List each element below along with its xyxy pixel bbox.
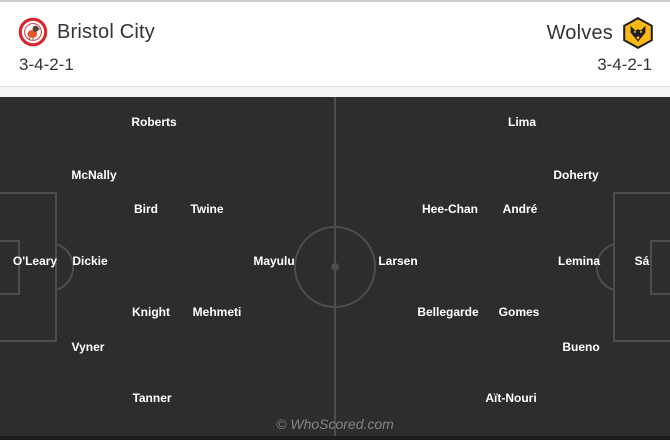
player-label-away[interactable]: André xyxy=(502,202,538,216)
player-label-home[interactable]: Vyner xyxy=(71,340,105,354)
player-label-away[interactable]: Sá xyxy=(634,254,650,268)
player-label-away[interactable]: Lima xyxy=(507,115,537,129)
formation-pitch: Roberts McNally Bird Twine O'Leary Dickie Mayu… xyxy=(0,97,670,440)
right-penalty-box xyxy=(613,192,670,342)
wolves-crest-icon xyxy=(623,17,653,49)
left-penalty-box xyxy=(0,192,57,342)
player-label-home[interactable]: Roberts xyxy=(131,115,177,129)
player-label-away[interactable]: Gomes xyxy=(498,305,540,319)
right-six-yard-box xyxy=(650,240,670,295)
home-team: Bristol City xyxy=(18,17,155,47)
center-circle xyxy=(294,226,376,308)
player-label-home[interactable]: Mayulu xyxy=(253,254,295,268)
header-pitch-divider xyxy=(0,86,670,97)
pitch-bottom-edge xyxy=(0,436,670,440)
home-team-name: Bristol City xyxy=(57,20,155,43)
bristol-city-crest-icon xyxy=(18,17,48,47)
player-label-home[interactable]: Bird xyxy=(134,202,158,216)
player-label-away[interactable]: Bueno xyxy=(562,340,600,354)
player-label-home[interactable]: Mehmeti xyxy=(192,305,242,319)
player-label-away[interactable]: Larsen xyxy=(378,254,418,268)
player-label-home[interactable]: Knight xyxy=(132,305,170,319)
player-label-home[interactable]: Dickie xyxy=(72,254,108,268)
away-team: Wolves xyxy=(547,17,654,49)
player-label-away[interactable]: Doherty xyxy=(553,168,599,182)
player-label-away[interactable]: Lemina xyxy=(557,254,601,268)
player-label-home[interactable]: O'Leary xyxy=(12,254,58,268)
player-label-home[interactable]: Tanner xyxy=(132,391,172,405)
away-team-name: Wolves xyxy=(546,21,613,44)
player-label-away[interactable]: Bellegarde xyxy=(417,305,479,319)
pitch-markings xyxy=(0,97,670,440)
player-label-away[interactable]: Aït-Nouri xyxy=(485,391,537,405)
match-header: Bristol City Wolves 3-4-2-1 3-4-2-1 xyxy=(0,0,670,86)
away-formation: 3-4-2-1 xyxy=(597,55,652,74)
whoscored-watermark: © WhoScored.com xyxy=(276,416,394,432)
home-formation: 3-4-2-1 xyxy=(19,55,74,74)
player-label-away[interactable]: Hee-Chan xyxy=(421,202,479,216)
left-six-yard-box xyxy=(0,240,20,295)
player-label-home[interactable]: McNally xyxy=(71,168,117,182)
left-penalty-arc xyxy=(55,243,75,291)
right-penalty-arc xyxy=(595,243,615,291)
player-label-home[interactable]: Twine xyxy=(190,202,224,216)
center-spot xyxy=(331,263,339,271)
